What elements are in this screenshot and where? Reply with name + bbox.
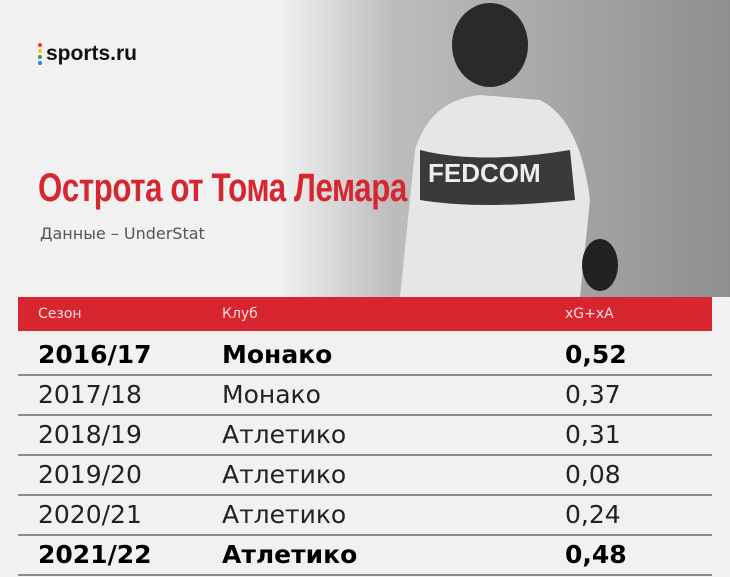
subtitle: Данные – UnderStat [40,224,205,243]
logo-dots [38,42,42,66]
table-cell: 0,31 [565,420,621,449]
title: Острота от Тома Лемара [38,166,407,210]
table-cell: Атлетико [222,460,347,489]
table-cell: 2019/20 [38,460,142,489]
table-cell: 0,48 [565,540,627,569]
logo: sports.ru [38,42,137,66]
table-cell: Монако [222,380,321,409]
player-photo: FEDCOM [280,0,730,297]
table-row: 2021/22 Атлетико 0,48 [18,534,712,576]
table-cell: 0,37 [565,380,621,409]
table-cell: Атлетико [222,540,358,569]
table-cell: 2020/21 [38,500,142,529]
table-row: 2017/18 Монако 0,37 [18,374,712,416]
table-row: 2019/20 Атлетико 0,08 [18,454,712,496]
table-cell: Атлетико [222,420,347,449]
table-header: Сезон Клуб xG+xA [18,297,712,331]
column-header: Клуб [222,306,258,322]
column-header: xG+xA [565,306,614,322]
table-cell: Атлетико [222,500,347,529]
logo-text: sports.ru [46,42,138,65]
table-cell: 0,52 [565,340,627,369]
table-cell: 2016/17 [38,340,152,369]
table-cell: 0,24 [565,500,621,529]
table-row: 2016/17 Монако 0,52 [18,334,712,376]
shirt-text: FEDCOM [428,158,541,188]
table-cell: 2021/22 [38,540,152,569]
table-cell: 2018/19 [38,420,142,449]
table-cell: Монако [222,340,333,369]
column-header: Сезон [38,306,82,322]
table-row: 2018/19 Атлетико 0,31 [18,414,712,456]
table-cell: 2017/18 [38,380,142,409]
table-row: 2020/21 Атлетико 0,24 [18,494,712,536]
table-cell: 0,08 [565,460,621,489]
